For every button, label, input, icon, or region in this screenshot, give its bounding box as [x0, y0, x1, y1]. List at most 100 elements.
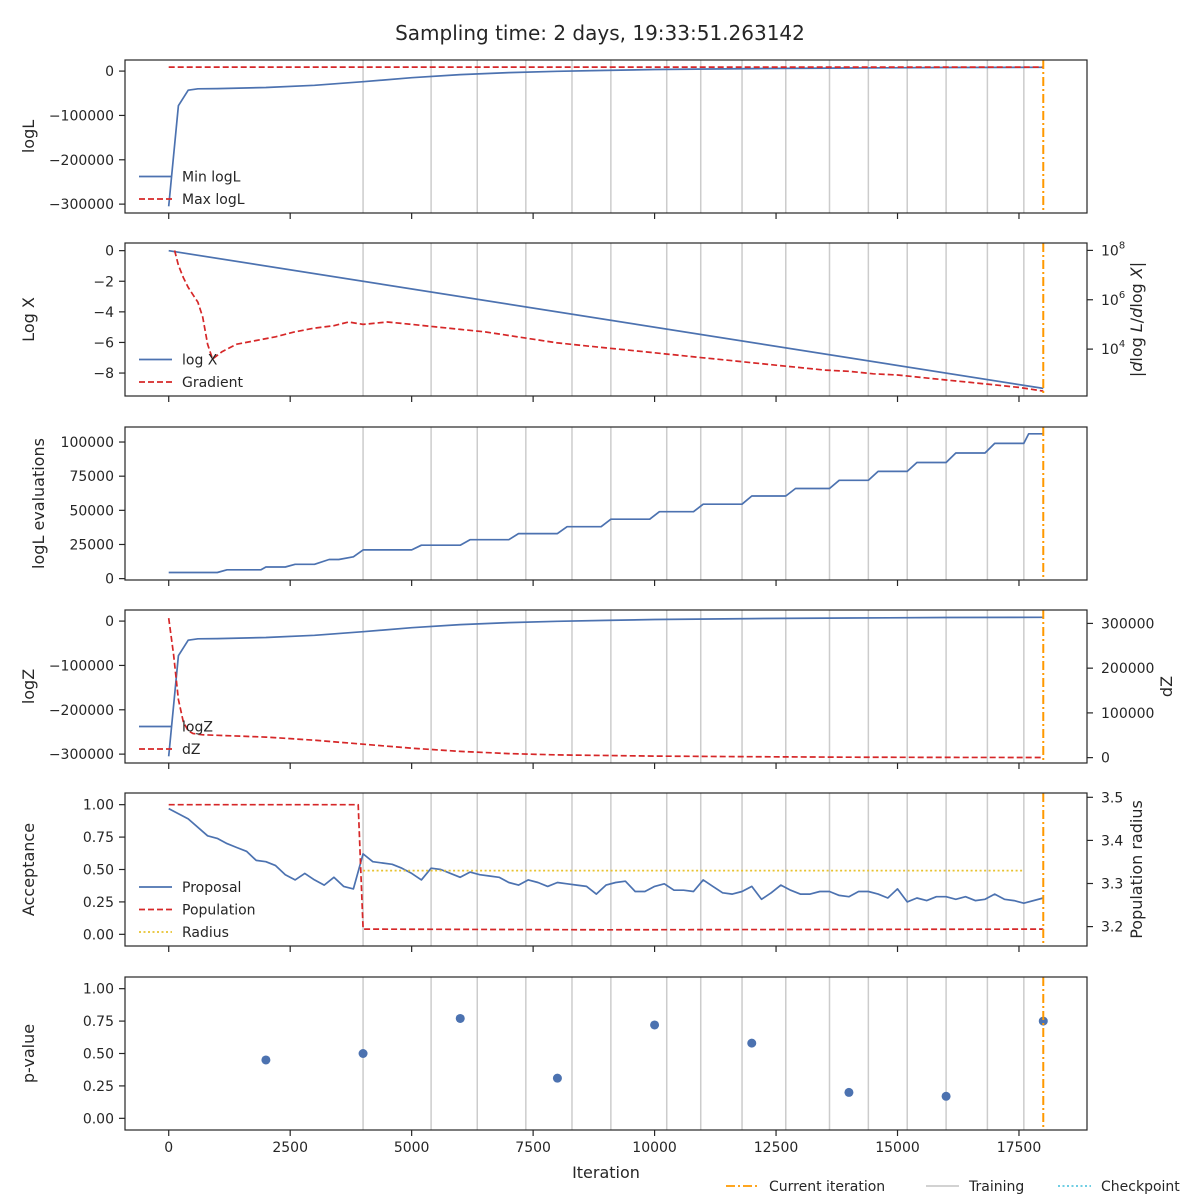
x-tick-label: 12500	[754, 1140, 799, 1156]
y-tick-label: 0.50	[83, 863, 114, 879]
y-tick-label: −6	[93, 335, 114, 351]
axes-frame	[124, 59, 1088, 214]
legend-label: Proposal	[182, 880, 241, 896]
y-tick-label: 0.75	[83, 830, 114, 846]
y-tick-label: 0	[105, 64, 114, 80]
panel-4: 0 −100000 −200000 −300000 logZ 0 100000 200000 3…	[19, 609, 1176, 769]
y-tick-label: 25000	[69, 537, 114, 553]
figure-legend-label: Current iteration	[769, 1179, 885, 1195]
y-tick-label: −100000	[49, 108, 114, 124]
series-logz	[167, 616, 1044, 757]
series-dz	[167, 617, 1044, 759]
y-tick-label: 50000	[69, 503, 114, 519]
y-axis-label: Acceptance	[19, 823, 38, 916]
axes-frame	[124, 609, 1088, 764]
panel-legend: Proposal Population Radius	[139, 880, 256, 941]
series-line	[168, 432, 1044, 574]
y-tick-label: −200000	[49, 703, 114, 719]
y-axis-label: logL evaluations	[29, 438, 48, 569]
legend-label: Max logL	[182, 192, 245, 208]
y2-tick-label: 100000	[1101, 706, 1154, 722]
pvalue-point	[941, 1091, 951, 1101]
figure-legend-label: Training	[968, 1179, 1024, 1195]
y2-tick-label: 200000	[1101, 661, 1154, 677]
y-tick-label: −300000	[49, 197, 114, 213]
x-axis-label: Iteration	[572, 1163, 640, 1182]
legend-label: Population	[182, 903, 256, 919]
y-axis-label: p-value	[19, 1024, 38, 1083]
y2-tick-label: 106	[1101, 290, 1125, 309]
legend-label: dZ	[182, 742, 200, 758]
y-tick-label: 0.25	[83, 895, 114, 911]
x-tick-label: 2500	[272, 1140, 308, 1156]
chart-title: Sampling time: 2 days, 19:33:51.263142	[395, 21, 805, 45]
series-log-x	[168, 249, 1044, 390]
pvalue-point	[552, 1073, 562, 1083]
panel-legend: logZ dZ	[139, 720, 213, 758]
y2-tick-label: 3.3	[1101, 877, 1123, 893]
series-proposal	[168, 807, 1044, 905]
y2-tick-label: 104	[1101, 339, 1125, 358]
figure-legend-label: Checkpoint	[1101, 1179, 1180, 1195]
panel-3: 0 25000 50000 75000 100000 logL evaluations	[29, 426, 1088, 588]
y-tick-label: −200000	[49, 153, 114, 169]
y-tick-label: 0	[105, 614, 114, 630]
x-tick-label: 17500	[997, 1140, 1042, 1156]
legend-label: Radius	[182, 925, 229, 941]
y-tick-label: 100000	[61, 435, 114, 451]
y-tick-label: 0	[105, 572, 114, 588]
y-tick-label: 0.00	[83, 927, 114, 943]
y2-axis-label: Population radius	[1127, 800, 1146, 939]
y-axis-label: Log X	[19, 297, 38, 342]
series-population	[168, 803, 1044, 931]
panel-1: 0 −100000 −200000 −300000 logL Min logL Max lo…	[19, 59, 1088, 219]
axes-frame	[124, 426, 1088, 581]
y-tick-label: 0.75	[83, 1014, 114, 1030]
y2-tick-label: 3.4	[1101, 833, 1123, 849]
pvalue-point	[1038, 1016, 1048, 1026]
series-min-logl	[167, 66, 1044, 207]
series-gradient	[173, 250, 1044, 392]
y2-tick-label: 3.5	[1101, 790, 1123, 806]
y-tick-label: 1.00	[83, 798, 114, 814]
legend-label: log X	[182, 353, 218, 369]
y2-tick-label: 3.2	[1101, 920, 1123, 936]
y-tick-label: −2	[93, 274, 114, 290]
y-tick-label: −300000	[49, 747, 114, 763]
legend-label: Min logL	[182, 170, 241, 186]
legend-label: Gradient	[182, 375, 243, 391]
y-tick-label: −4	[93, 305, 114, 321]
panel-legend: Min logL Max logL	[139, 170, 245, 208]
axes-frame	[124, 976, 1088, 1131]
x-tick-label: 0	[164, 1140, 173, 1156]
pvalue-point	[747, 1038, 757, 1048]
panel-2: 0 −2 −4 −6 −8 Log X 104 106 108|dlog L/dlog X| lo…	[19, 240, 1146, 402]
x-tick-label: 10000	[632, 1140, 677, 1156]
panel-legend: log X Gradient	[139, 353, 243, 391]
y2-axis-label: dZ	[1157, 676, 1176, 697]
y2-tick-label: 0	[1101, 751, 1110, 767]
panel-5: 0.00 0.25 0.50 0.75 1.00 Acceptance 3.2 3.3 3.4 3…	[19, 790, 1146, 952]
y-tick-label: 0	[105, 244, 114, 260]
y-tick-label: −100000	[49, 658, 114, 674]
panel-6: 0 2500 5000 7500 10000 12500 15000 17500 0.00 0.2…	[19, 976, 1088, 1156]
pvalue-point	[650, 1020, 660, 1030]
axes-frame	[124, 792, 1088, 947]
y-tick-label: −8	[93, 366, 114, 382]
y-tick-label: 75000	[69, 469, 114, 485]
legend-label: logZ	[182, 720, 213, 736]
y-axis-label: logL	[19, 120, 38, 153]
y2-tick-label: 300000	[1101, 616, 1154, 632]
figure-legend: Current iteration Training Checkpoint	[726, 1179, 1180, 1195]
y-tick-label: 0.25	[83, 1079, 114, 1095]
pvalue-point	[358, 1049, 368, 1058]
y-tick-label: 0.00	[83, 1111, 114, 1127]
x-tick-label: 7500	[515, 1140, 551, 1156]
y2-axis-label: |dlog L/dlog X|	[1127, 262, 1146, 377]
pvalue-point	[844, 1087, 854, 1097]
x-tick-label: 15000	[875, 1140, 920, 1156]
pvalue-point	[455, 1013, 465, 1023]
y-tick-label: 0.50	[83, 1047, 114, 1063]
